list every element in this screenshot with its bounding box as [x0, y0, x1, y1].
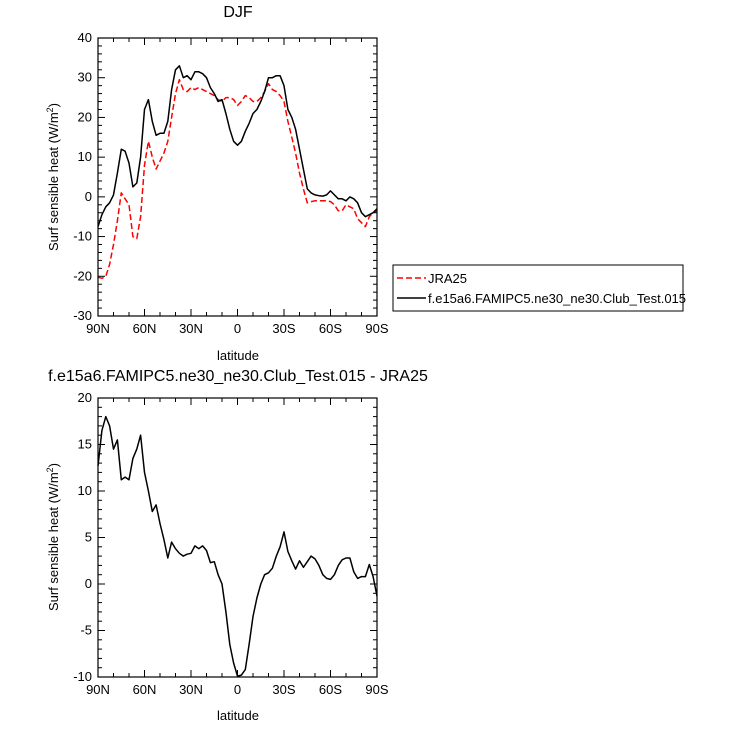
y-axis-label: Surf sensible heat (W/m2): [45, 463, 61, 611]
y-tick-label: 20: [78, 390, 92, 405]
y-axis-label-close: ): [46, 103, 61, 107]
y-tick-label: -30: [73, 308, 92, 323]
chart-title: DJF: [223, 4, 253, 21]
legend-label-model: f.e15a6.FAMIPC5.ne30_ne30.Club_Test.015: [428, 291, 686, 306]
x-tick-label: 30S: [272, 321, 295, 336]
y-tick-label: -10: [73, 669, 92, 684]
y-axis-label-sup: 2: [45, 467, 55, 472]
x-tick-label: 60N: [133, 321, 157, 336]
y-tick-label: 0: [85, 576, 92, 591]
y-tick-label: 30: [78, 70, 92, 85]
y-axis-label-main: Surf sensible heat (W/m: [46, 112, 61, 251]
y-tick-label: -10: [73, 229, 92, 244]
x-tick-label: 30S: [272, 682, 295, 697]
y-axis-label: Surf sensible heat (W/m2): [45, 103, 61, 251]
y-axis-label-sup: 2: [45, 107, 55, 112]
y-tick-label: -5: [80, 623, 92, 638]
plot-frame: [97, 37, 378, 317]
series-line-0: [97, 415, 378, 677]
x-tick-label: 90N: [86, 682, 110, 697]
y-axis-label-main: Surf sensible heat (W/m: [46, 472, 61, 611]
x-tick-label: 60S: [319, 682, 342, 697]
legend: JRA25 f.e15a6.FAMIPC5.ne30_ne30.Club_Tes…: [392, 264, 686, 312]
x-tick-label: 0: [234, 682, 241, 697]
x-tick-label: 90S: [365, 682, 388, 697]
x-tick-label: 90N: [86, 321, 110, 336]
y-tick-label: 40: [78, 30, 92, 45]
y-tick-label: 0: [85, 189, 92, 204]
x-axis-label: latitude: [217, 708, 259, 723]
legend-label-jra25: JRA25: [428, 271, 467, 286]
chart-top: DJF 90N 60N 30N 0 30S 60S 90S -30 -20 -10 0 10 20 30 4…: [45, 4, 686, 363]
x-tick-label: 30N: [179, 682, 203, 697]
series-line-1: [97, 65, 378, 227]
y-tick-label: -20: [73, 268, 92, 283]
series-line-0: [97, 78, 378, 280]
x-tick-label: 60N: [133, 682, 157, 697]
x-axis-label: latitude: [217, 348, 259, 363]
y-tick-label: 5: [85, 530, 92, 545]
series-layer: [97, 65, 378, 280]
y-tick-label: 20: [78, 109, 92, 124]
chart-bottom: f.e15a6.FAMIPC5.ne30_ne30.Club_Test.015 …: [45, 368, 428, 723]
ticks-layer: 90N 60N 30N 0 30S 60S 90S -10 -5 0 5 10 15 20: [73, 390, 389, 697]
x-tick-label: 90S: [365, 321, 388, 336]
y-tick-label: 10: [78, 149, 92, 164]
ticks-layer: 90N 60N 30N 0 30S 60S 90S -30 -20 -10 0 10 20 30 40: [73, 30, 389, 336]
y-axis-label-close: ): [46, 463, 61, 467]
y-tick-label: 15: [78, 437, 92, 452]
x-tick-label: 60S: [319, 321, 342, 336]
chart-title: f.e15a6.FAMIPC5.ne30_ne30.Club_Test.015 …: [48, 368, 428, 385]
y-tick-label: 10: [78, 483, 92, 498]
legend-box: [392, 264, 684, 312]
x-tick-label: 0: [234, 321, 241, 336]
x-tick-label: 30N: [179, 321, 203, 336]
series-layer: [97, 415, 378, 677]
